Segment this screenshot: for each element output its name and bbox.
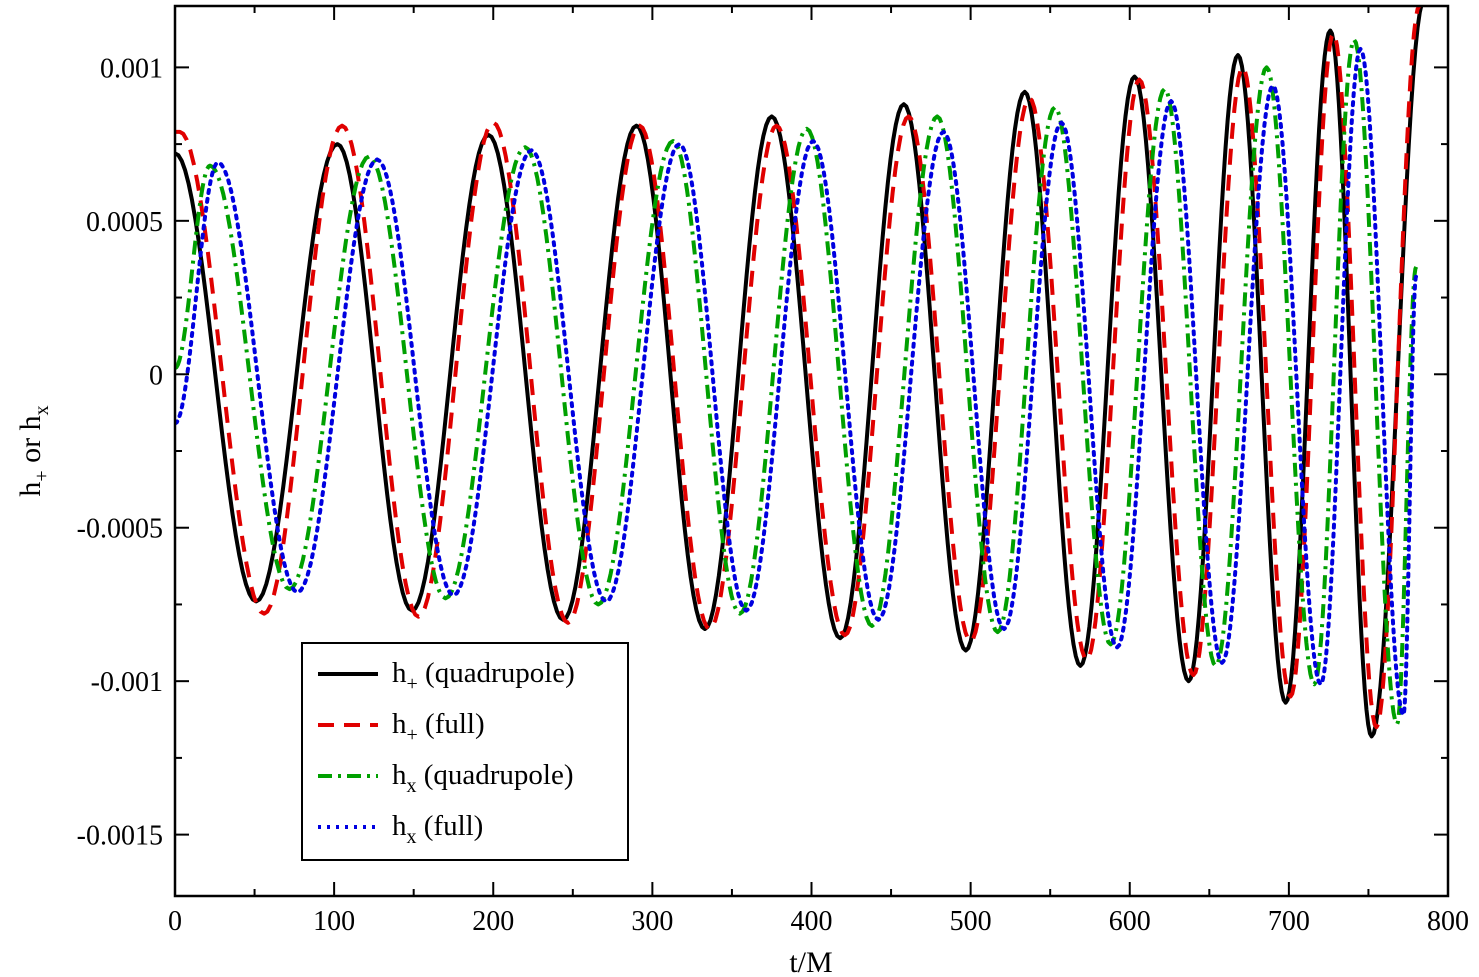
plot-frame (173, 4, 1450, 898)
x-tick-label: 200 (472, 906, 514, 937)
series-line-hx-quad (175, 37, 1419, 727)
legend-box (301, 642, 629, 861)
y-tick-label: -0.0005 (77, 514, 163, 545)
legend: h+ (quadrupole) h+ (full) hx (quadrupole… (301, 642, 629, 861)
legend-item-hplus-full: h+ (full) (318, 708, 485, 746)
y-axis-label: h+ or hx (14, 405, 53, 496)
legend-item-hplus-quadrupole: h+ (quadrupole) (318, 657, 575, 695)
series-line-hplus-quad (175, 6, 1424, 739)
legend-label-hx-quadrupole: hx (quadrupole) (392, 759, 574, 797)
y-tick-label: -0.0015 (77, 821, 163, 852)
y-tick-label: 0.001 (100, 53, 163, 84)
x-tick-label: 100 (313, 906, 355, 937)
series-line-hx-full (175, 46, 1419, 717)
x-tick-label: 800 (1427, 906, 1469, 937)
series-line-hplus-full (175, 6, 1422, 730)
x-tick-label: 400 (791, 906, 833, 937)
series-layer (175, 6, 1424, 739)
x-tick-label: 300 (631, 906, 673, 937)
legend-label-hplus-quadrupole: h+ (quadrupole) (392, 657, 575, 695)
x-axis-label: t/M (789, 946, 832, 977)
legend-label-hplus-full: h+ (full) (392, 708, 485, 746)
x-tick-label: 700 (1268, 906, 1310, 937)
legend-item-hx-full: hx (full) (318, 810, 483, 848)
legend-label-hx-full: hx (full) (392, 810, 483, 848)
y-tick-label: 0 (149, 360, 163, 391)
x-tick-label: 0 (168, 906, 182, 937)
y-tick-label: 0.0005 (86, 207, 163, 238)
legend-item-hx-quadrupole: hx (quadrupole) (318, 759, 574, 797)
x-tick-label: 600 (1109, 906, 1151, 937)
y-tick-label: -0.001 (91, 667, 163, 698)
x-tick-label: 500 (950, 906, 992, 937)
ticks-layer: 0 100 200 300 400 500 600 700 800 0.001 0.0005 0 -0.… (77, 6, 1469, 937)
